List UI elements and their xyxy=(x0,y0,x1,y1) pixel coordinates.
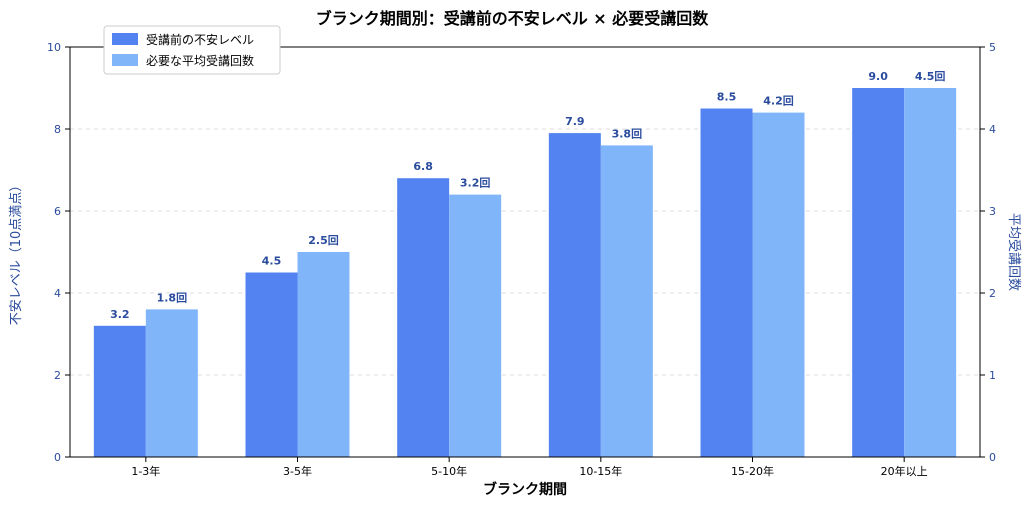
bar-sessions xyxy=(449,194,502,457)
y-right-tick-label: 5 xyxy=(989,41,996,54)
data-label-sessions: 1.8回 xyxy=(157,290,188,304)
y-left-tick-label: 6 xyxy=(54,205,61,218)
grid-lines xyxy=(70,128,980,376)
x-axis: 1-3年 3-5年 5-10年 10-15年 15-20年 20年以上 xyxy=(131,457,928,478)
y-right-tick-label: 4 xyxy=(989,123,996,136)
data-label-sessions: 4.5回 xyxy=(915,69,946,83)
y-right-tick-label: 2 xyxy=(989,287,996,300)
data-labels: 3.2 1.8回 4.5 2.5回 6.8 3.2回 7.9 3.8回 8.5 4.2回 9.0 4.… xyxy=(110,69,945,321)
y-left-tick-label: 10 xyxy=(47,41,61,54)
data-label-anxiety: 4.5 xyxy=(262,255,282,268)
data-label-sessions: 4.2回 xyxy=(763,94,794,108)
x-tick-label: 10-15年 xyxy=(579,464,622,478)
bar-sessions xyxy=(297,252,350,457)
x-tick-label: 15-20年 xyxy=(731,464,774,478)
data-label-anxiety: 9.0 xyxy=(868,70,888,83)
legend-label-anxiety: 受講前の不安レベル xyxy=(146,32,254,47)
x-tick-label: 20年以上 xyxy=(881,464,928,478)
bar-anxiety xyxy=(852,88,905,457)
y-right-tick-label: 1 xyxy=(989,369,996,382)
legend-swatch-sessions xyxy=(112,54,138,66)
x-tick-label: 5-10年 xyxy=(431,464,467,478)
x-axis-label: ブランク期間 xyxy=(483,481,567,498)
plot-frame xyxy=(69,46,981,458)
y-right-tick-label: 3 xyxy=(989,205,996,218)
bar-sessions xyxy=(600,145,653,457)
chart-title: ブランク期間別：受講前の不安レベル × 必要受講回数 xyxy=(316,9,710,28)
bar-anxiety xyxy=(397,178,450,457)
y-left-tick-label: 0 xyxy=(54,451,61,464)
data-label-sessions: 3.8回 xyxy=(612,126,643,140)
right-y-axis: 0 1 2 3 4 5 xyxy=(980,41,996,464)
bars xyxy=(93,88,957,457)
x-tick-label: 3-5年 xyxy=(283,464,312,478)
data-label-sessions: 2.5回 xyxy=(308,233,339,247)
y-axis-right-label: 平均受講回数 xyxy=(1006,213,1022,291)
data-label-sessions: 3.2回 xyxy=(460,176,491,190)
data-label-anxiety: 7.9 xyxy=(565,115,585,128)
bar-sessions xyxy=(752,112,805,457)
y-right-tick-label: 0 xyxy=(989,451,996,464)
legend-label-sessions: 必要な平均受講回数 xyxy=(146,53,254,68)
x-tick-label: 1-3年 xyxy=(131,464,160,478)
y-left-tick-label: 8 xyxy=(54,123,61,136)
bar-anxiety xyxy=(548,133,601,457)
bar-anxiety xyxy=(93,325,146,457)
legend-swatch-anxiety xyxy=(112,33,138,45)
y-left-tick-label: 2 xyxy=(54,369,61,382)
legend: 受講前の不安レベル 必要な平均受講回数 xyxy=(103,25,281,75)
bar-anxiety xyxy=(245,272,298,457)
bar-sessions xyxy=(145,309,198,457)
data-label-anxiety: 3.2 xyxy=(110,308,130,321)
bar-sessions xyxy=(904,88,957,457)
left-y-axis: 0 2 4 6 8 10 xyxy=(47,41,70,464)
data-label-anxiety: 6.8 xyxy=(413,160,433,173)
data-label-anxiety: 8.5 xyxy=(717,91,737,104)
y-left-tick-label: 4 xyxy=(54,287,61,300)
legend-box xyxy=(103,25,281,75)
y-axis-left-label: 不安レベル（10点満点） xyxy=(9,179,24,326)
bar-anxiety xyxy=(700,108,753,457)
